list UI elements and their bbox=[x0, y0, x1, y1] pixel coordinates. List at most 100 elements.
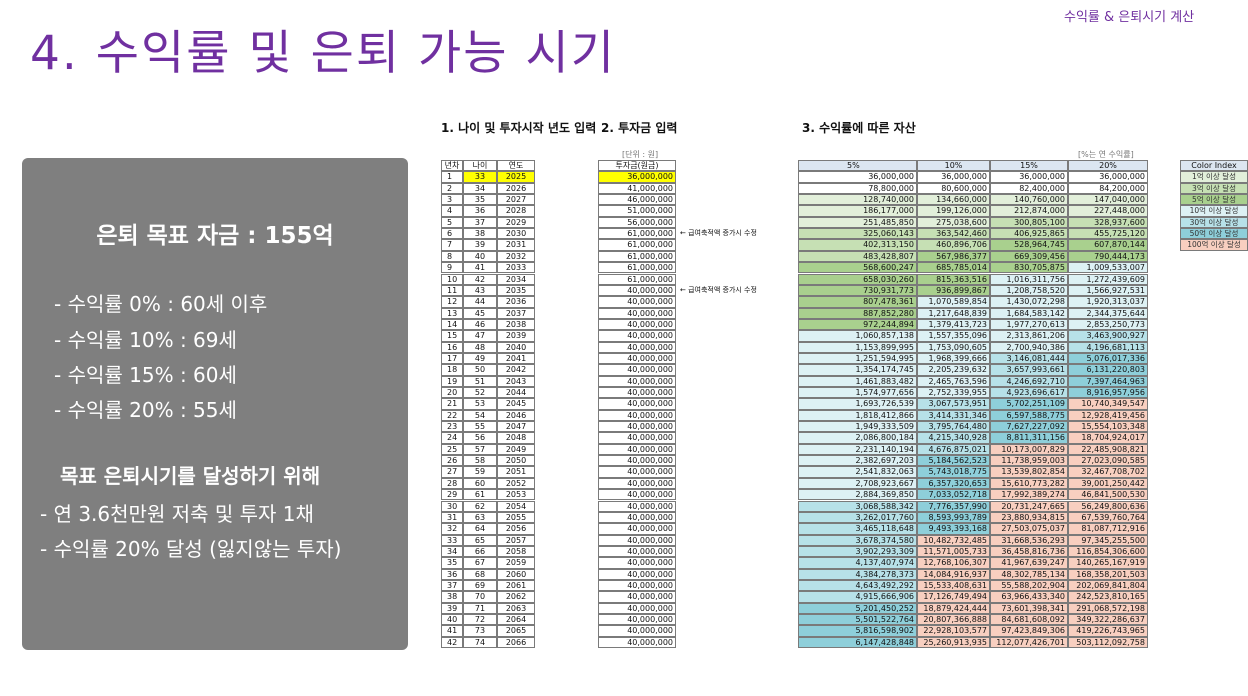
asset-cell: 2,853,250,773 bbox=[1068, 318, 1148, 331]
asset-cell: 10,482,732,485 bbox=[917, 534, 990, 546]
age-cell: 5 bbox=[441, 216, 463, 229]
age-cell: 10 bbox=[441, 273, 463, 285]
investment-cell: 61,000,000 bbox=[598, 250, 676, 263]
age-cell: 2059 bbox=[497, 557, 535, 569]
asset-cell: 48,302,785,134 bbox=[990, 568, 1068, 580]
asset-cell: 25,260,913,935 bbox=[917, 636, 990, 649]
asset-cell: 36,458,816,736 bbox=[990, 545, 1068, 558]
investment-cell: 56,000,000 bbox=[598, 216, 676, 229]
asset-cell: 1,968,399,666 bbox=[917, 352, 990, 365]
summary-line: - 수익률 0% : 60세 이후 bbox=[54, 292, 268, 316]
age-cell: 22 bbox=[441, 409, 463, 422]
asset-cell: 82,400,000 bbox=[990, 182, 1068, 195]
age-cell: 56 bbox=[463, 432, 497, 444]
asset-cell: 4,196,681,113 bbox=[1068, 341, 1148, 353]
asset-cell: 14,084,916,937 bbox=[917, 568, 990, 580]
age-cell: 34 bbox=[463, 182, 497, 195]
asset-cell: 4,643,492,292 bbox=[798, 579, 917, 592]
investment-cell: 61,000,000 bbox=[598, 262, 676, 274]
asset-cell: 112,077,426,701 bbox=[990, 636, 1068, 649]
header-cell: 년차 bbox=[441, 160, 463, 172]
asset-cell: 55,588,202,904 bbox=[990, 579, 1068, 592]
asset-cell: 3,414,331,346 bbox=[917, 409, 990, 422]
asset-cell: 7,033,052,718 bbox=[917, 489, 990, 501]
age-cell: 46 bbox=[463, 318, 497, 331]
section-title: 2. 투자금 입력 bbox=[601, 121, 678, 135]
age-cell: 40 bbox=[463, 250, 497, 263]
investment-cell: 40,000,000 bbox=[598, 421, 676, 433]
asset-cell: 807,478,361 bbox=[798, 296, 917, 308]
age-cell: 38 bbox=[441, 591, 463, 603]
age-cell: 2042 bbox=[497, 364, 535, 376]
investment-cell: 46,000,000 bbox=[598, 194, 676, 206]
asset-cell: 9,493,393,168 bbox=[917, 523, 990, 535]
asset-cell: 11,571,005,733 bbox=[917, 545, 990, 558]
asset-cell: 1,574,977,656 bbox=[798, 387, 917, 399]
age-cell: 2043 bbox=[497, 375, 535, 387]
age-cell: 14 bbox=[441, 318, 463, 331]
asset-cell: 84,681,608,092 bbox=[990, 614, 1068, 626]
age-cell: 63 bbox=[463, 511, 497, 524]
asset-cell: 1,060,857,138 bbox=[798, 330, 917, 342]
asset-cell: 2,465,763,596 bbox=[917, 375, 990, 387]
asset-cell: 528,964,745 bbox=[990, 239, 1068, 251]
age-cell: 2038 bbox=[497, 318, 535, 331]
age-cell: 41 bbox=[441, 625, 463, 637]
age-cell: 25 bbox=[441, 443, 463, 456]
asset-cell: 36,000,000 bbox=[1068, 171, 1148, 183]
age-cell: 39 bbox=[441, 602, 463, 614]
asset-cell: 6,357,320,653 bbox=[917, 477, 990, 490]
investment-cell: 40,000,000 bbox=[598, 557, 676, 569]
legend-item: 50억 이상 달성 bbox=[1180, 228, 1248, 240]
asset-cell: 6,147,428,848 bbox=[798, 636, 917, 649]
asset-cell: 186,177,000 bbox=[798, 205, 917, 217]
age-cell: 39 bbox=[463, 239, 497, 251]
legend-item: 1억 이상 달성 bbox=[1180, 171, 1248, 183]
age-cell: 42 bbox=[441, 636, 463, 649]
legend-item: 30억 이상 달성 bbox=[1180, 216, 1248, 229]
age-cell: 11 bbox=[441, 284, 463, 297]
investment-cell: 51,000,000 bbox=[598, 205, 676, 217]
asset-cell: 3,146,081,444 bbox=[990, 352, 1068, 365]
asset-cell: 15,554,103,348 bbox=[1068, 421, 1148, 433]
investment-cell: 40,000,000 bbox=[598, 523, 676, 535]
asset-cell: 830,705,875 bbox=[990, 262, 1068, 274]
age-cell: 2060 bbox=[497, 568, 535, 580]
asset-cell: 1,693,726,539 bbox=[798, 398, 917, 410]
asset-cell: 1,379,413,723 bbox=[917, 318, 990, 331]
asset-cell: 3,657,993,661 bbox=[990, 364, 1068, 376]
investment-cell: 40,000,000 bbox=[598, 341, 676, 353]
age-cell: 45 bbox=[463, 307, 497, 319]
asset-cell: 1,272,439,609 bbox=[1068, 273, 1148, 285]
age-cell: 70 bbox=[463, 591, 497, 603]
age-cell: 27 bbox=[441, 466, 463, 478]
asset-cell: 27,023,090,585 bbox=[1068, 455, 1148, 467]
age-cell: 37 bbox=[463, 216, 497, 229]
asset-cell: 6,131,220,803 bbox=[1068, 364, 1148, 376]
age-cell: 1 bbox=[441, 171, 463, 183]
asset-cell: 46,841,500,530 bbox=[1068, 489, 1148, 501]
age-cell: 36 bbox=[441, 568, 463, 580]
asset-cell: 12,768,106,307 bbox=[917, 557, 990, 569]
investment-cell: 61,000,000 bbox=[598, 228, 676, 240]
asset-cell: 607,870,144 bbox=[1068, 239, 1148, 251]
asset-cell: 972,244,894 bbox=[798, 318, 917, 331]
asset-cell: 455,725,120 bbox=[1068, 228, 1148, 240]
age-cell: 54 bbox=[463, 409, 497, 422]
legend-title: Color Index bbox=[1180, 160, 1248, 172]
asset-cell: 84,200,000 bbox=[1068, 182, 1148, 195]
asset-cell: 2,344,375,644 bbox=[1068, 307, 1148, 319]
asset-cell: 503,112,092,758 bbox=[1068, 636, 1148, 649]
age-cell: 32 bbox=[441, 523, 463, 535]
asset-cell: 10,173,007,829 bbox=[990, 443, 1068, 456]
asset-cell: 3,068,588,342 bbox=[798, 500, 917, 512]
age-cell: 2037 bbox=[497, 307, 535, 319]
asset-cell: 3,795,764,480 bbox=[917, 421, 990, 433]
age-cell: 8 bbox=[441, 250, 463, 263]
investment-cell: 40,000,000 bbox=[598, 466, 676, 478]
asset-cell: 2,541,832,063 bbox=[798, 466, 917, 478]
asset-cell: 1,430,072,298 bbox=[990, 296, 1068, 308]
investment-cell: 40,000,000 bbox=[598, 375, 676, 387]
asset-cell: 13,539,802,854 bbox=[990, 466, 1068, 478]
header-cell: 15% bbox=[990, 160, 1068, 172]
